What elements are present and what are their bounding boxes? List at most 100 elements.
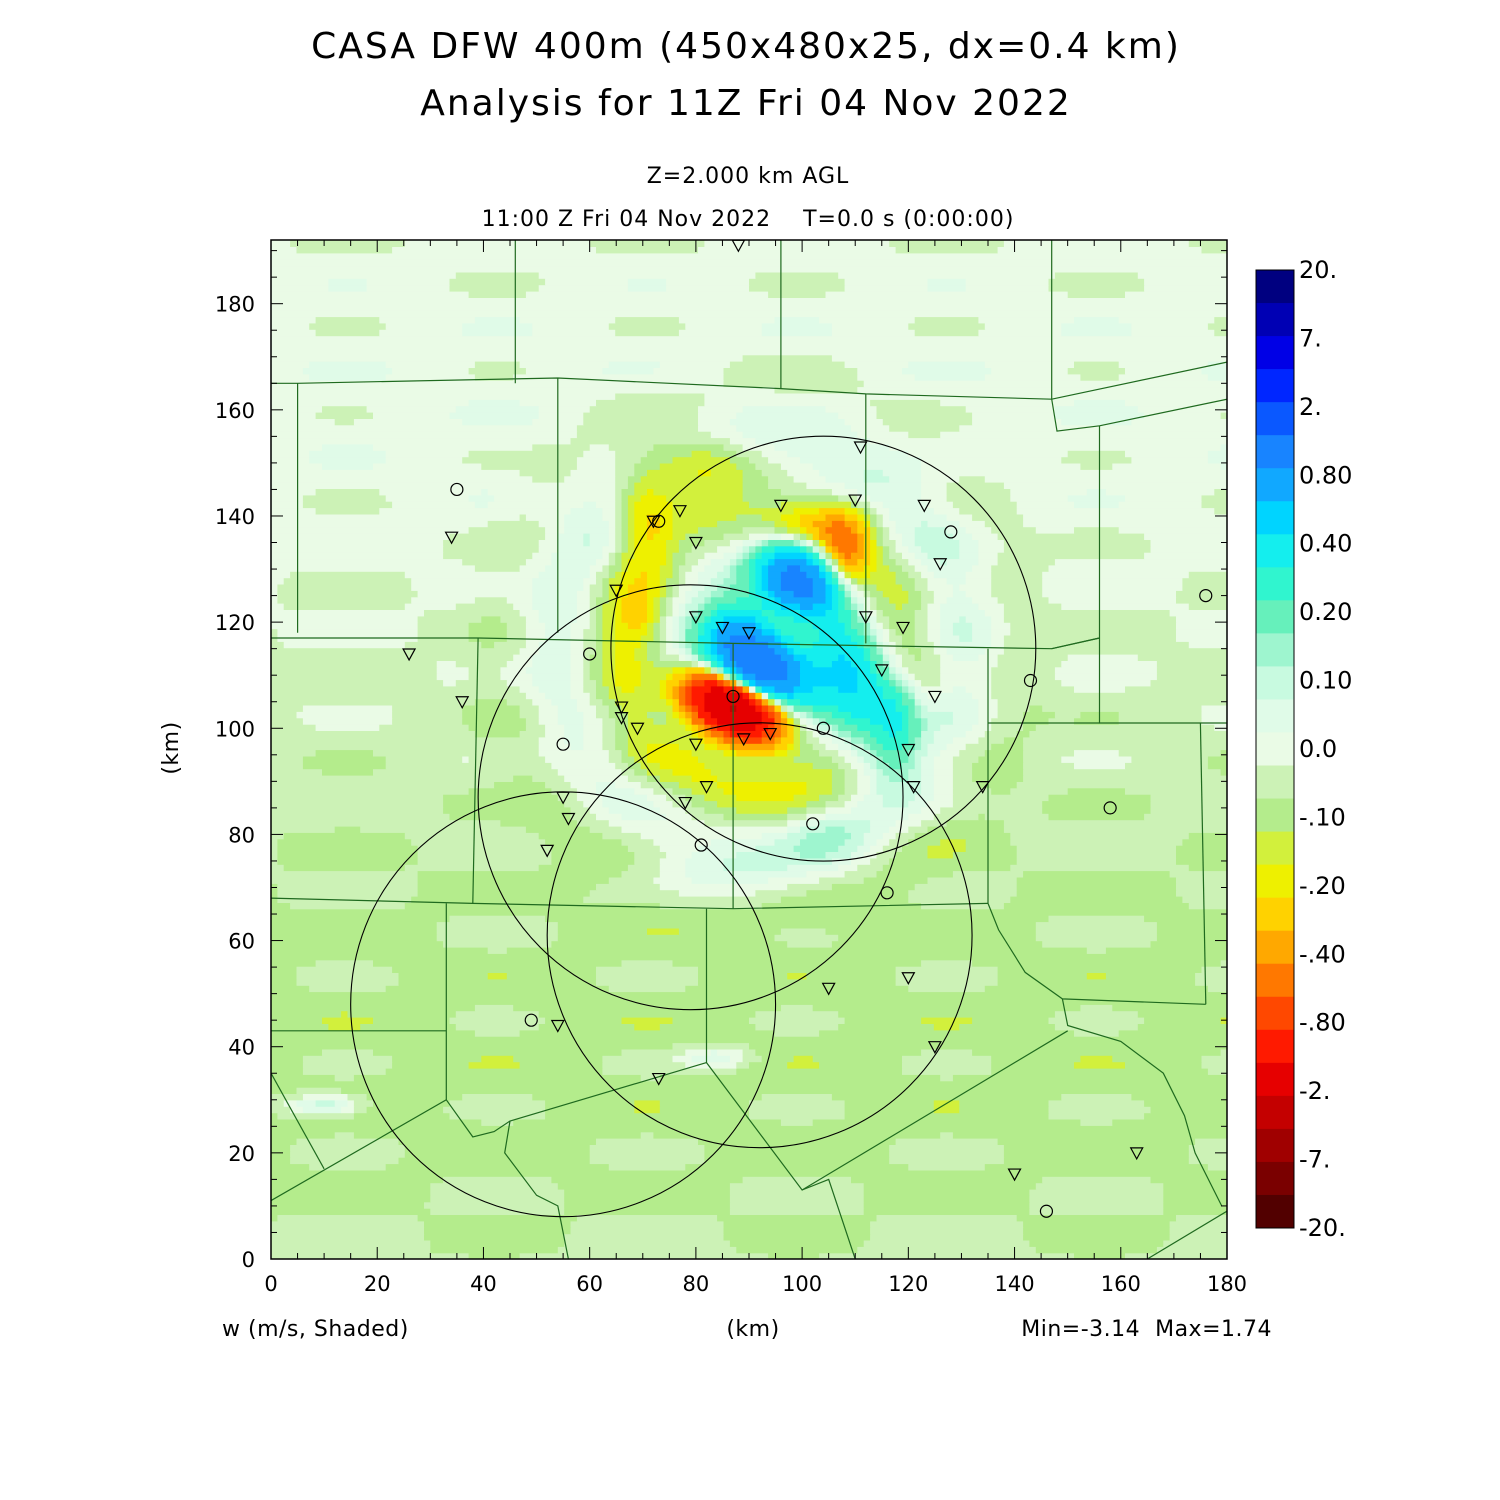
w-cell xyxy=(742,552,750,560)
w-cell xyxy=(468,450,584,458)
w-cell xyxy=(723,1233,871,1241)
w-cell xyxy=(608,749,623,757)
w-cell xyxy=(538,571,591,579)
w-cell xyxy=(1131,755,1209,763)
w-cell xyxy=(494,781,546,789)
w-cell xyxy=(800,743,814,751)
w-cell xyxy=(914,743,922,751)
w-cell xyxy=(723,552,737,560)
w-cell xyxy=(634,768,648,776)
w-cell xyxy=(685,641,693,649)
w-cell xyxy=(678,571,686,579)
w-cell xyxy=(870,501,884,509)
w-cell xyxy=(525,628,546,636)
w-cell xyxy=(1074,717,1120,725)
w-cell xyxy=(717,603,763,610)
w-cell xyxy=(863,520,871,528)
w-cell xyxy=(271,609,425,617)
w-cell xyxy=(780,698,788,706)
w-cell xyxy=(736,1246,858,1254)
w-cell xyxy=(749,284,846,292)
w-cell xyxy=(959,1023,1056,1031)
w-cell xyxy=(921,685,954,693)
w-cell xyxy=(933,794,954,802)
w-cell xyxy=(806,545,814,553)
w-cell xyxy=(831,596,839,604)
w-cell xyxy=(704,596,712,604)
w-cell xyxy=(838,685,858,693)
w-cell xyxy=(322,443,374,451)
w-cell xyxy=(564,1239,731,1247)
w-cell xyxy=(596,577,603,585)
w-cell xyxy=(570,641,584,649)
w-cell xyxy=(800,717,807,725)
w-cell xyxy=(334,1099,348,1107)
w-cell xyxy=(870,647,878,655)
w-cell xyxy=(271,533,451,540)
w-cell xyxy=(704,641,712,649)
w-cell xyxy=(780,736,795,744)
w-cell xyxy=(876,539,884,547)
x-tick-label: 140 xyxy=(995,1272,1035,1296)
w-cell xyxy=(889,666,897,674)
w-cell xyxy=(825,927,1037,935)
level-label: Z=2.000 km AGL xyxy=(647,164,850,189)
w-cell xyxy=(271,1214,278,1222)
w-cell xyxy=(545,755,610,763)
w-cell xyxy=(984,730,1018,738)
w-cell xyxy=(742,526,776,534)
w-cell xyxy=(659,603,667,610)
colorbar-label: -.20 xyxy=(1299,872,1346,900)
w-cell xyxy=(742,475,769,483)
w-cell xyxy=(525,666,572,674)
w-cell xyxy=(914,552,928,560)
w-cell xyxy=(557,539,584,547)
w-cell xyxy=(812,545,820,553)
w-cell xyxy=(774,558,807,566)
w-cell xyxy=(972,634,992,642)
w-cell xyxy=(749,577,756,585)
w-cell xyxy=(921,482,948,489)
w-cell xyxy=(685,622,693,630)
w-cell xyxy=(774,386,858,394)
w-cell xyxy=(698,966,897,973)
w-cell xyxy=(723,622,756,630)
y-tick-label: 160 xyxy=(215,399,255,423)
w-cell xyxy=(844,768,858,776)
w-cell xyxy=(787,864,839,872)
w-cell xyxy=(876,634,884,642)
w-cell xyxy=(1023,711,1056,719)
w-cell xyxy=(538,736,565,744)
w-cell xyxy=(315,329,380,337)
w-cell xyxy=(831,539,858,547)
w-cell xyxy=(634,482,744,489)
w-cell xyxy=(787,717,795,725)
w-cell xyxy=(895,832,916,840)
w-cell xyxy=(602,666,616,674)
w-cell xyxy=(449,1099,546,1107)
w-cell xyxy=(404,832,540,840)
w-cell xyxy=(742,558,750,566)
w-cell xyxy=(672,787,693,795)
w-cell xyxy=(602,654,616,661)
w-cell xyxy=(271,513,521,521)
w-cell xyxy=(685,673,693,681)
w-cell xyxy=(634,513,648,521)
w-cell xyxy=(927,564,973,572)
w-cell xyxy=(1003,1150,1190,1158)
w-cell xyxy=(538,749,610,757)
w-cell xyxy=(749,558,756,566)
w-cell xyxy=(557,794,578,802)
w-cell xyxy=(800,564,820,572)
w-cell xyxy=(991,1061,1075,1069)
w-cell xyxy=(952,794,1050,802)
w-cell xyxy=(608,558,616,566)
w-cell xyxy=(678,711,686,719)
w-cell xyxy=(921,724,929,731)
w-cell xyxy=(895,673,903,681)
w-cell xyxy=(334,1074,355,1082)
w-cell xyxy=(627,845,661,852)
w-cell xyxy=(443,539,540,547)
w-cell xyxy=(914,329,979,337)
w-cell xyxy=(596,246,699,254)
